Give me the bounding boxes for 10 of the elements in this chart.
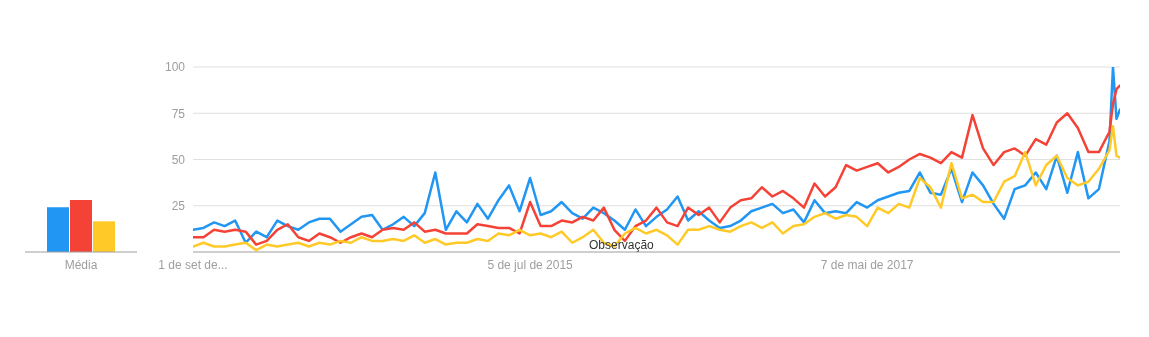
- line-series: [193, 124, 1120, 252]
- x-tick-label: 1 de set de...: [158, 257, 228, 272]
- annotation: Observação: [589, 237, 655, 252]
- x-tick-label: 7 de mai de 2017: [820, 257, 914, 272]
- x-tick-label: Média: [64, 257, 98, 272]
- y-tick-label: 75: [171, 106, 186, 121]
- y-tick-label: 100: [164, 60, 186, 75]
- y-tick-label: 50: [171, 152, 186, 167]
- y-tick-label: 25: [171, 199, 186, 214]
- x-tick-label: 5 de jul de 2015: [487, 257, 574, 272]
